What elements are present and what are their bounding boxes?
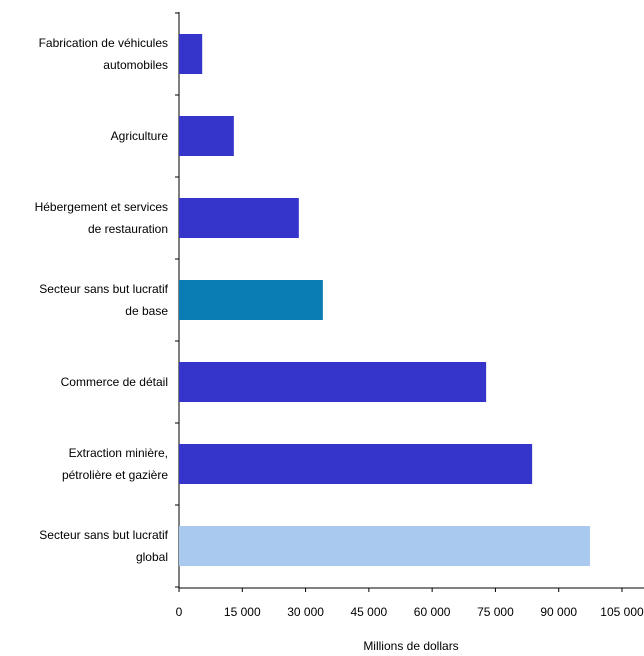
x-tick-label: 90 000 — [540, 605, 577, 619]
x-tick-label: 45 000 — [351, 605, 388, 619]
x-tick-label: 60 000 — [414, 605, 451, 619]
x-tick-label: 15 000 — [224, 605, 261, 619]
bar — [179, 198, 299, 238]
bar — [179, 34, 203, 74]
x-tick-label: 105 000 — [600, 605, 644, 619]
y-tick-label: Secteur sans but lucratif global — [39, 528, 168, 564]
y-tick-label: Commerce de détail — [60, 375, 168, 389]
y-tick-label: Fabrication de véhicules automobiles — [38, 36, 168, 72]
x-tick-label: 75 000 — [477, 605, 514, 619]
y-tick-label: Extraction minière, pétrolière et gazièr… — [61, 446, 168, 482]
bar — [179, 116, 234, 156]
y-tick-label: Secteur sans but lucratif de base — [39, 282, 168, 318]
bar — [179, 526, 590, 566]
x-tick-label: 0 — [176, 605, 183, 619]
x-axis-title: Millions de dollars — [363, 639, 458, 653]
x-tick-label: 30 000 — [287, 605, 324, 619]
bar — [179, 362, 487, 402]
y-tick-label: Hébergement et services de restauration — [34, 200, 168, 236]
bar — [179, 280, 323, 320]
bar — [179, 444, 533, 484]
y-tick-label: Agriculture — [110, 129, 168, 143]
